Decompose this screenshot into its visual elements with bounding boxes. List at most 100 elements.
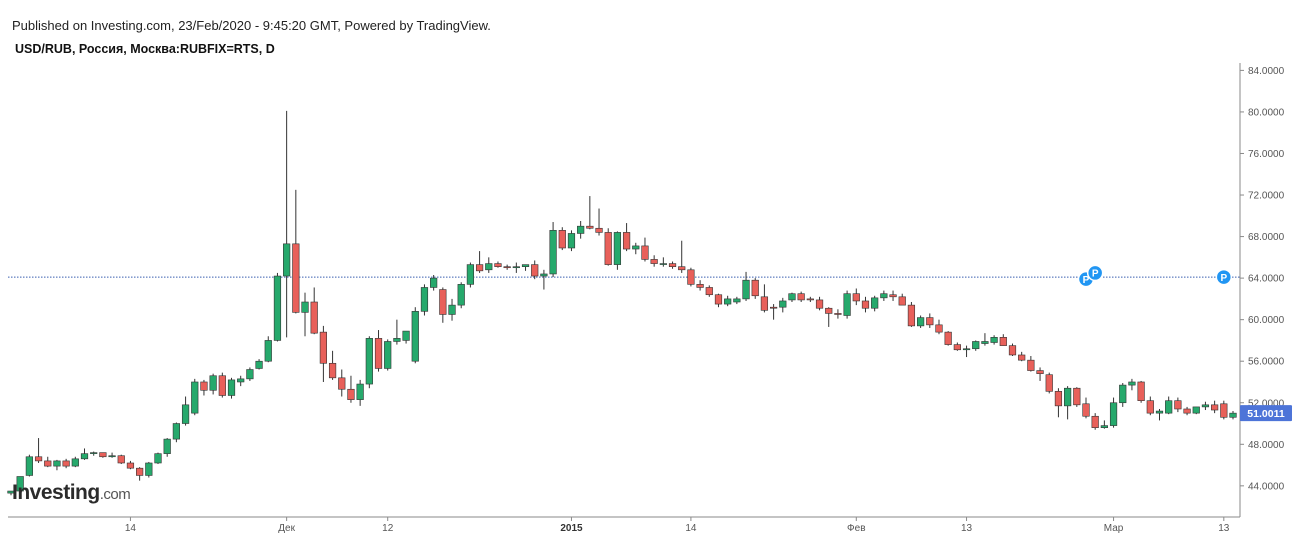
candle-body: [209, 375, 217, 391]
candle: [1091, 413, 1099, 430]
candle: [999, 334, 1007, 346]
candle-body: [540, 273, 548, 277]
event-marker[interactable]: P: [1215, 268, 1233, 286]
candle: [1192, 406, 1200, 415]
candle-body: [1082, 403, 1090, 417]
candle: [1018, 351, 1026, 362]
candle: [393, 319, 401, 345]
y-tick-label: 44.0000: [1248, 481, 1285, 492]
candle-body: [521, 264, 530, 267]
candle: [338, 369, 346, 397]
candle: [549, 222, 557, 278]
candle-body: [1229, 412, 1237, 418]
candle: [1036, 367, 1044, 381]
candle-body: [1128, 381, 1136, 386]
candle-body: [227, 379, 236, 396]
candle: [622, 223, 631, 252]
candle-body: [494, 263, 502, 267]
candle: [604, 228, 612, 266]
candle-body: [365, 338, 373, 385]
candle-body: [1027, 359, 1035, 371]
candle: [154, 452, 162, 465]
candle-body: [503, 266, 511, 269]
candle: [972, 340, 980, 351]
candle-body: [999, 337, 1007, 346]
candle: [420, 284, 429, 316]
candle-body: [1008, 345, 1017, 356]
candle-body: [981, 341, 989, 344]
candle: [632, 242, 640, 255]
candle-body: [696, 284, 704, 288]
x-tick-label: 14: [685, 523, 697, 534]
candle-body: [751, 279, 759, 297]
x-tick-label: 2015: [560, 523, 583, 534]
candle: [815, 296, 824, 311]
x-tick-label: 13: [1218, 523, 1230, 534]
candle: [448, 298, 456, 321]
candle: [1229, 411, 1237, 420]
candle-body: [255, 360, 263, 369]
candle-body: [411, 311, 419, 362]
candle: [163, 438, 171, 457]
candle-body: [71, 458, 79, 467]
candle: [457, 282, 465, 309]
candle-body: [687, 269, 695, 285]
candle: [347, 375, 355, 403]
candle: [475, 251, 484, 273]
candle: [273, 272, 282, 342]
candle-body: [1100, 425, 1108, 428]
candle: [1027, 356, 1035, 372]
candle: [7, 490, 15, 496]
candle: [411, 307, 419, 364]
candle-body: [898, 296, 906, 306]
candle-body: [724, 298, 732, 305]
candle-body: [972, 341, 980, 350]
candle-body: [622, 232, 631, 250]
candle: [209, 373, 217, 395]
event-marker-label: P: [1220, 273, 1227, 284]
candle: [301, 292, 309, 337]
candle-body: [319, 331, 327, 364]
candle-body: [549, 230, 557, 275]
candle-body: [834, 313, 842, 315]
candle-body: [283, 243, 291, 277]
candle-body: [62, 460, 70, 467]
candle-body: [264, 340, 272, 362]
candle: [319, 325, 327, 382]
candle-body: [742, 279, 750, 300]
candle-body: [788, 293, 796, 301]
candle-body: [1036, 370, 1044, 374]
candle: [705, 285, 713, 297]
candle: [687, 267, 695, 287]
candle: [1155, 408, 1164, 421]
candle-body: [779, 300, 787, 308]
candle-body: [760, 296, 769, 311]
event-marker[interactable]: P: [1086, 264, 1104, 282]
candle: [861, 296, 870, 313]
candle-body: [907, 304, 916, 327]
candle: [990, 335, 998, 345]
candle: [834, 309, 842, 319]
candle: [751, 278, 759, 299]
candle: [714, 293, 723, 308]
candle: [650, 255, 658, 267]
candle-body: [237, 378, 245, 383]
candle: [1100, 420, 1108, 429]
candle-body: [466, 264, 475, 285]
candle-body: [843, 293, 851, 316]
candle: [1201, 401, 1210, 411]
candle-body: [871, 297, 879, 309]
logo-main-text: Investing: [12, 481, 100, 504]
candle-body: [531, 264, 539, 277]
candle-body: [44, 460, 52, 467]
candle: [1073, 387, 1081, 407]
candles-layer: [7, 110, 1237, 496]
x-tick-label: 13: [961, 523, 973, 534]
candle: [733, 296, 741, 305]
x-tick-label: Мар: [1104, 523, 1124, 534]
candle: [641, 237, 649, 262]
candle-body: [1220, 403, 1228, 418]
candle-body: [797, 293, 805, 301]
candle: [1128, 378, 1136, 391]
